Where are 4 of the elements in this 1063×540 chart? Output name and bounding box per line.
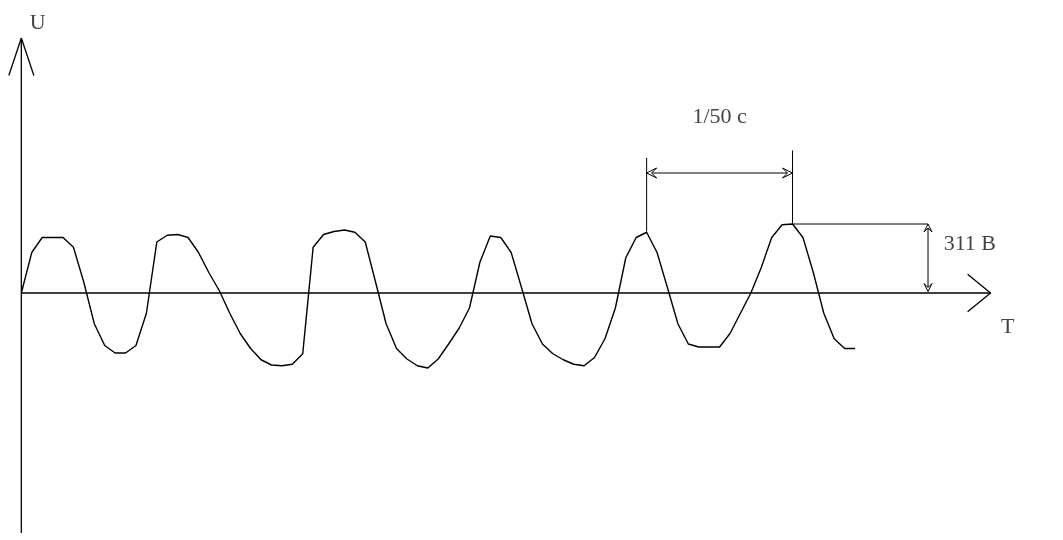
text: U [29,9,46,35]
text: 311 B [943,230,997,256]
text: T [1000,313,1015,338]
text: 1/50 c [692,103,748,128]
